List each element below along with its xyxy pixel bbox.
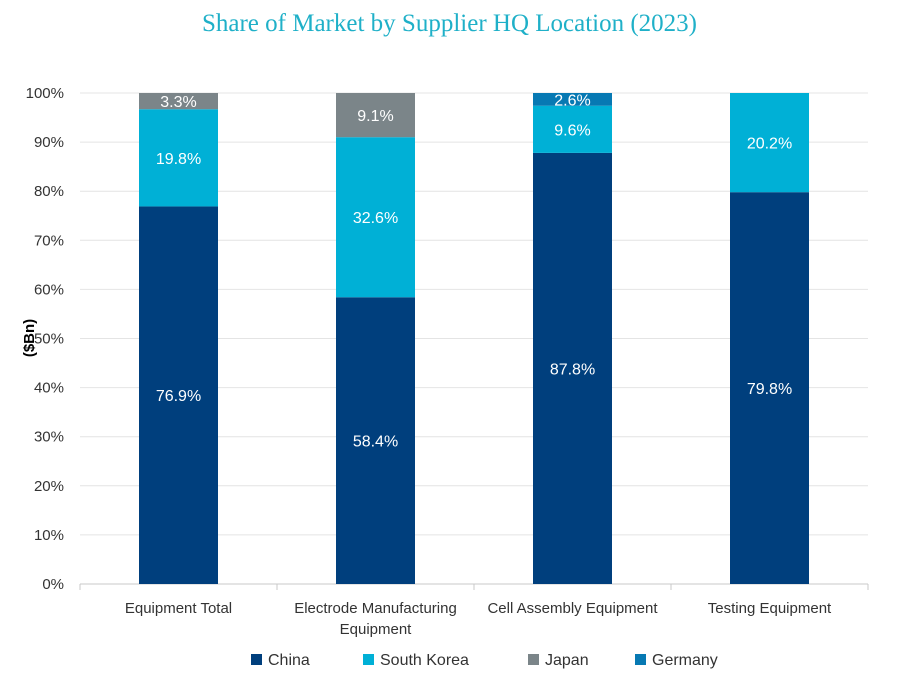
y-tick-label: 40% — [34, 380, 64, 397]
legend-item-china: China — [251, 652, 310, 669]
bar-segment-germany — [533, 93, 612, 106]
data-labels: 76.9% 19.8% 3.3% 58.4% 32.6% 9.1% 87.8% 9.6% 2.6… — [156, 92, 792, 450]
legend-label: China — [268, 652, 310, 669]
x-tick-label: Testing Equipment — [708, 600, 832, 617]
x-axis: Equipment Total Electrode Manufacturing Eq… — [125, 600, 832, 638]
bars — [139, 93, 809, 585]
y-axis: 0% 10% 20% 30% 40% 50% 60% 70% 80% 90% 100% — [26, 85, 869, 593]
legend-swatch — [251, 654, 262, 665]
data-label: 79.8% — [747, 381, 792, 398]
y-tick-label: 10% — [34, 527, 64, 544]
legend-swatch — [528, 654, 539, 665]
data-label: 3.3% — [160, 94, 196, 111]
y-tick-label: 100% — [26, 85, 64, 102]
data-label: 87.8% — [550, 361, 595, 378]
x-tick-label: Electrode Manufacturing Equipment — [294, 600, 457, 638]
y-tick-label: 80% — [34, 183, 64, 200]
data-label: 19.8% — [156, 151, 201, 168]
x-tick-label: Equipment Total — [125, 600, 232, 617]
data-label: 58.4% — [353, 434, 398, 451]
bar-segment-china — [730, 192, 809, 584]
y-tick-label: 20% — [34, 478, 64, 495]
y-axis-label: ($Bn) — [21, 319, 38, 357]
data-label: 9.1% — [357, 108, 393, 125]
y-tick-label: 30% — [34, 429, 64, 446]
legend-item-germany: Germany — [635, 652, 718, 669]
bar-segment-japan — [336, 93, 415, 138]
bar-segment-japan — [139, 93, 218, 110]
y-tick-label: 50% — [34, 331, 64, 348]
y-tick-label: 90% — [34, 134, 64, 151]
x-tick-label: Cell Assembly Equipment — [487, 600, 658, 617]
legend-label: South Korea — [380, 652, 469, 669]
chart-title: Share of Market by Supplier HQ Location … — [201, 10, 698, 37]
bar-segment-china — [533, 152, 612, 585]
bar-segment-china — [336, 297, 415, 584]
y-tick-label: 60% — [34, 281, 64, 298]
legend-item-south-korea: South Korea — [363, 652, 469, 669]
data-label: 9.6% — [554, 122, 590, 139]
y-tick-label: 70% — [34, 232, 64, 249]
legend-item-japan: Japan — [528, 652, 589, 669]
data-label: 76.9% — [156, 388, 201, 405]
bar-segment-south-korea — [139, 109, 218, 207]
bar-segment-china — [139, 206, 218, 584]
y-tick-label: 0% — [42, 576, 64, 593]
legend-label: Japan — [545, 652, 589, 669]
bar-segment-south-korea — [533, 105, 612, 153]
data-label: 32.6% — [353, 210, 398, 227]
data-label: 2.6% — [554, 92, 590, 109]
bar-segment-south-korea — [336, 137, 415, 298]
legend-swatch — [635, 654, 646, 665]
bar-segment-south-korea — [730, 93, 809, 193]
data-label: 20.2% — [747, 136, 792, 153]
legend-swatch — [363, 654, 374, 665]
legend: China South Korea Japan Germany — [251, 652, 718, 669]
legend-label: Germany — [652, 652, 718, 669]
